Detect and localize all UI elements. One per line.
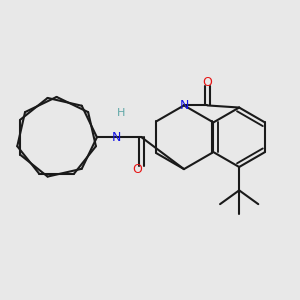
Text: O: O <box>202 76 212 88</box>
Text: H: H <box>117 108 125 118</box>
Text: O: O <box>132 163 142 176</box>
Text: N: N <box>179 99 189 112</box>
Text: N: N <box>111 131 121 144</box>
